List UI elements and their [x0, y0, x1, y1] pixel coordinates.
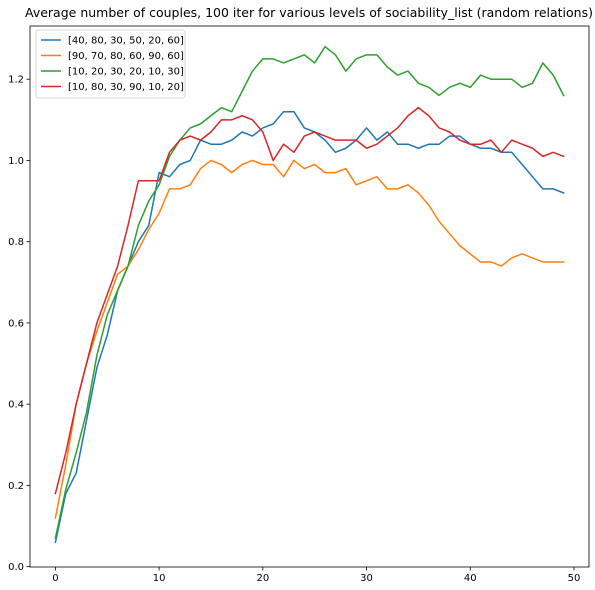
chart-title: Average number of couples, 100 iter for …	[25, 5, 593, 20]
legend-label-2: [90, 70, 80, 60, 90, 60]	[68, 51, 184, 62]
x-tick-label: 50	[568, 573, 581, 584]
y-tick-label: 0.0	[8, 562, 24, 573]
x-tick-label: 10	[153, 573, 166, 584]
x-tick-label: 20	[256, 573, 269, 584]
legend-label-3: [10, 20, 30, 20, 10, 30]	[68, 67, 184, 78]
legend-label-4: [10, 80, 30, 90, 10, 20]	[68, 82, 184, 93]
y-tick-label: 0.4	[8, 400, 24, 411]
x-tick-label: 0	[52, 573, 58, 584]
x-tick-label: 30	[360, 573, 373, 584]
plot-area	[30, 26, 589, 567]
y-tick-label: 0.2	[8, 481, 24, 492]
legend: [40, 80, 30, 50, 20, 60] [90, 70, 80, 60,…	[36, 30, 185, 98]
y-tick-label: 0.6	[8, 318, 24, 329]
y-tick-label: 0.8	[8, 237, 24, 248]
legend-label-1: [40, 80, 30, 50, 20, 60]	[68, 36, 184, 47]
y-tick-label: 1.2	[8, 75, 24, 86]
y-tick-label: 1.0	[8, 156, 24, 167]
x-tick-label: 40	[464, 573, 477, 584]
